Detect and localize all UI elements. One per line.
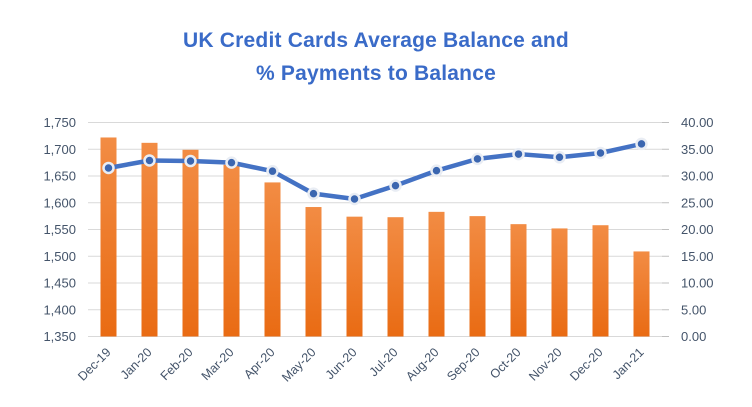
y-axis-right-label: 30.00 <box>681 169 714 184</box>
x-axis-label: Oct-20 <box>487 345 523 381</box>
y-axis-left-label: 1,500 <box>43 249 76 264</box>
payments-marker <box>553 151 566 164</box>
y-axis-right-label: 15.00 <box>681 249 714 264</box>
balance-bar <box>592 225 609 337</box>
chart-title-line-2: % Payments to Balance <box>256 62 496 85</box>
balance-bar <box>469 216 486 337</box>
payments-marker <box>430 164 443 177</box>
payments-marker <box>389 179 402 192</box>
payments-marker <box>348 192 361 206</box>
y-axis-left-label: 1,350 <box>43 329 76 344</box>
x-axis-label: Apr-20 <box>241 345 277 381</box>
y-axis-right-label: 10.00 <box>681 276 714 291</box>
payments-marker <box>143 154 156 167</box>
x-axis-label: Sep-20 <box>444 345 482 383</box>
x-axis-label: Feb-20 <box>158 345 196 383</box>
balance-bar <box>387 217 404 337</box>
payments-marker <box>184 154 197 168</box>
y-axis-left-label: 1,450 <box>43 276 76 291</box>
y-axis-right-label: 25.00 <box>681 195 714 210</box>
x-axis-label: Aug-20 <box>403 345 441 383</box>
y-axis-right-label: 35.00 <box>681 142 714 157</box>
chart-title: UK Credit Cards Average Balance and % Pa… <box>0 24 752 90</box>
x-axis-label: Jun-20 <box>323 345 360 382</box>
chart-title-line-1: UK Credit Cards Average Balance and <box>183 29 569 52</box>
balance-bar <box>264 182 281 337</box>
balance-bar <box>510 224 527 337</box>
x-axis-label: Jan-20 <box>118 345 155 382</box>
y-axis-left-label: 1,750 <box>43 115 76 130</box>
balance-bar <box>182 149 199 337</box>
payments-marker <box>225 156 238 169</box>
balance-bar <box>223 164 240 337</box>
y-axis-right-label: 0.00 <box>681 329 706 344</box>
balance-bar <box>633 251 650 337</box>
payments-marker <box>512 147 525 161</box>
x-axis-label: Dec-19 <box>75 345 113 383</box>
payments-marker <box>635 137 648 151</box>
y-axis-left-label: 1,700 <box>43 142 76 157</box>
balance-bar <box>100 137 117 337</box>
balance-bar <box>305 207 322 337</box>
payments-marker <box>266 164 279 178</box>
balance-bar <box>428 211 445 337</box>
y-axis-right-label: 40.00 <box>681 115 714 130</box>
x-axis-label: Jan-21 <box>610 345 647 382</box>
payments-marker <box>102 161 115 175</box>
balance-bar <box>551 228 568 337</box>
x-axis-label: Nov-20 <box>526 345 564 383</box>
y-axis-right-label: 5.00 <box>681 302 706 317</box>
x-axis-label: Dec-20 <box>567 345 605 383</box>
payments-marker <box>471 152 484 166</box>
x-axis-label: May-20 <box>279 345 318 384</box>
y-axis-left-label: 1,650 <box>43 169 76 184</box>
y-axis-left-label: 1,400 <box>43 302 76 317</box>
x-axis-label: Jul-20 <box>367 345 401 379</box>
y-axis-left-label: 1,600 <box>43 195 76 210</box>
balance-bar <box>141 142 158 337</box>
payments-line <box>106 141 644 202</box>
y-axis-right-label: 20.00 <box>681 222 714 237</box>
x-axis-label: Mar-20 <box>199 345 237 383</box>
payments-marker <box>307 187 320 200</box>
y-axis-left-label: 1,550 <box>43 222 76 237</box>
payments-marker <box>594 146 607 160</box>
balance-bar <box>346 216 363 337</box>
